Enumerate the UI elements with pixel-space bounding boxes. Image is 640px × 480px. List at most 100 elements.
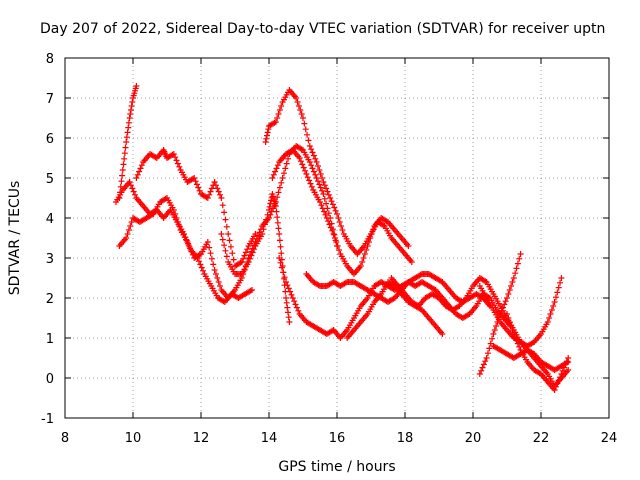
- data-point: [508, 283, 515, 289]
- data-point: [333, 239, 340, 245]
- data-point: [336, 247, 343, 253]
- data-point: [280, 269, 287, 276]
- data-point: [149, 211, 156, 218]
- data-point: [512, 334, 519, 341]
- data-point: [365, 239, 372, 245]
- data-point: [271, 119, 278, 126]
- data-point: [323, 200, 330, 207]
- data-point: [244, 246, 251, 253]
- data-point: [125, 119, 132, 126]
- data-point: [172, 154, 179, 161]
- data-point: [319, 205, 326, 212]
- data-point: [551, 299, 558, 305]
- series-arc15: [504, 311, 572, 393]
- data-point: [332, 207, 339, 214]
- data-point: [498, 307, 505, 314]
- data-point: [317, 171, 324, 177]
- data-point: [317, 199, 323, 205]
- data-point: [288, 291, 295, 298]
- data-point: [334, 211, 340, 217]
- data-point: [327, 195, 334, 201]
- data-point: [129, 185, 136, 192]
- data-point: [293, 304, 300, 311]
- data-point: [176, 223, 183, 229]
- data-point: [490, 331, 497, 337]
- data-point: [196, 251, 203, 258]
- data-point: [280, 170, 287, 177]
- data-point: [513, 337, 520, 344]
- data-point: [283, 279, 289, 285]
- data-point: [217, 283, 224, 289]
- x-tick-labels: 8 10 12 14 16 18 20 22 24: [61, 431, 617, 446]
- data-point: [207, 250, 214, 257]
- series-arc8: [276, 255, 493, 341]
- y-tick-label: -1: [41, 412, 54, 427]
- data-point: [284, 282, 291, 289]
- data-point: [214, 275, 221, 281]
- data-point: [296, 155, 303, 161]
- data-point: [251, 246, 258, 253]
- data-point: [207, 188, 214, 195]
- data-point: [312, 171, 319, 178]
- y-tick-label: 7: [46, 92, 54, 107]
- data-point: [263, 135, 270, 142]
- data-point: [501, 301, 508, 308]
- data-point: [248, 252, 255, 259]
- data-point: [308, 146, 315, 153]
- y-tick-label: 2: [46, 292, 54, 307]
- data-point: [123, 235, 130, 241]
- data-point: [523, 347, 530, 354]
- data-point: [509, 327, 516, 333]
- data-point: [204, 239, 211, 245]
- data-point: [134, 171, 141, 178]
- data-point: [321, 195, 328, 202]
- data-point: [174, 219, 181, 225]
- data-point: [305, 137, 312, 144]
- data-point: [342, 279, 349, 286]
- data-point: [482, 358, 489, 365]
- data-point: [405, 243, 412, 249]
- data-point: [320, 191, 327, 197]
- data-point: [229, 250, 236, 257]
- data-point: [208, 185, 215, 192]
- data-point: [497, 311, 504, 317]
- x-tick-label: 24: [601, 431, 618, 446]
- data-point: [297, 158, 304, 165]
- data-point: [329, 201, 336, 208]
- data-point: [278, 264, 285, 271]
- data-point: [304, 131, 311, 138]
- data-point: [263, 132, 270, 139]
- data-point: [486, 345, 493, 352]
- data-point: [173, 215, 180, 221]
- data-point: [508, 323, 515, 329]
- data-point: [174, 160, 181, 167]
- plot-frame: [64, 57, 610, 419]
- data-point: [223, 223, 230, 230]
- data-point: [220, 298, 227, 305]
- data-point: [266, 207, 272, 213]
- data-point: [275, 111, 282, 117]
- data-point: [230, 256, 237, 263]
- y-tick-label: 4: [46, 212, 54, 227]
- data-point: [281, 274, 288, 281]
- data-point: [172, 211, 179, 217]
- data-point: [552, 294, 559, 301]
- data-point: [124, 231, 131, 237]
- data-point: [297, 107, 304, 113]
- data-point: [286, 319, 293, 325]
- x-tick-label: 8: [61, 431, 69, 446]
- data-point: [196, 187, 203, 194]
- x-tick-label: 18: [397, 431, 414, 446]
- data-point: [361, 251, 368, 257]
- data-point: [546, 315, 553, 321]
- data-point: [274, 214, 281, 221]
- data-point: [414, 302, 421, 309]
- data-point: [367, 235, 374, 241]
- data-point: [368, 231, 375, 237]
- data-point: [565, 367, 572, 373]
- data-point: [359, 259, 366, 265]
- data-point: [191, 175, 198, 181]
- data-point: [408, 259, 415, 265]
- data-point: [357, 263, 364, 269]
- y-tick-label: 5: [46, 172, 54, 187]
